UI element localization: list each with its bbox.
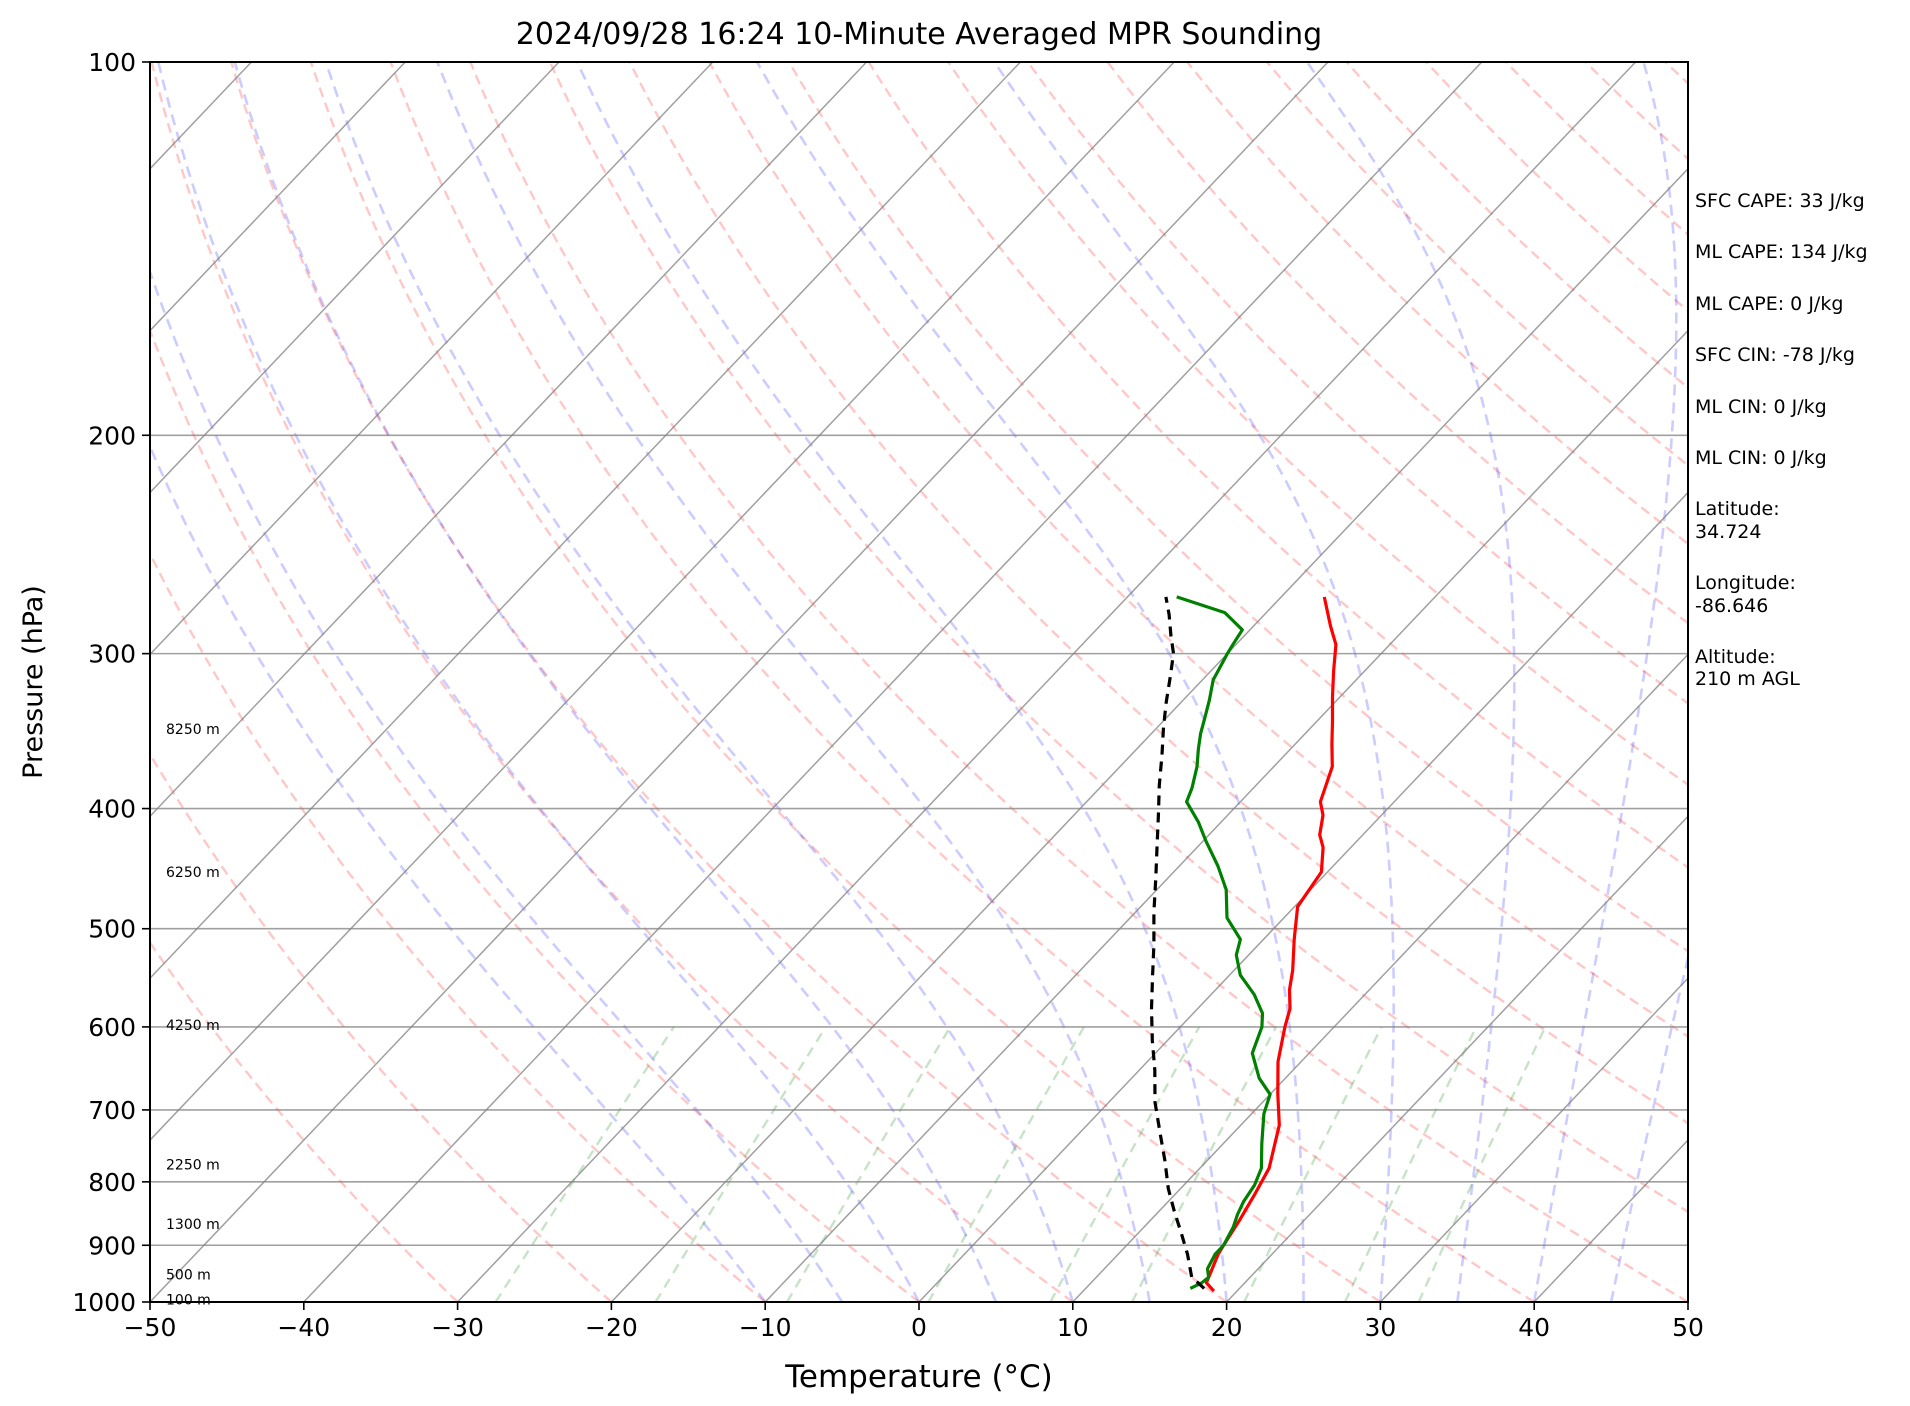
moist-adiabat — [1532, 62, 1678, 1302]
x-tick-label: −10 — [739, 1313, 792, 1342]
x-axis-label: Temperature (°C) — [784, 1359, 1053, 1395]
height-label: 100 m — [166, 1292, 211, 1308]
mixing-ratio-line — [1343, 1026, 1478, 1302]
isotherm-line — [918, 491, 1688, 1302]
moist-adiabat — [1305, 62, 1516, 1302]
moist-adiabat — [755, 62, 1305, 1302]
height-label: 500 m — [166, 1267, 211, 1283]
dry-adiabat — [150, 551, 766, 1302]
dry-adiabat — [947, 62, 1688, 787]
mixing-ratio-line — [1049, 1026, 1201, 1302]
dry-adiabat — [230, 62, 1228, 1302]
x-axis-ticks: −50 −40 −30 −20 −10 0 10 20 30 40 50 — [124, 1302, 1704, 1342]
moist-adiabat — [150, 267, 844, 1302]
isotherm-line — [150, 62, 406, 332]
isotherm-line — [457, 62, 1637, 1302]
x-tick-label: 50 — [1672, 1313, 1704, 1342]
dry-adiabat — [150, 62, 1074, 1302]
dry-adiabat — [309, 62, 1382, 1302]
y-tick-label: 600 — [88, 1013, 136, 1042]
x-tick-label: −50 — [124, 1313, 177, 1342]
x-tick-label: 0 — [911, 1313, 927, 1342]
mixing-ratio-line — [1417, 1026, 1547, 1302]
x-tick-label: 40 — [1518, 1313, 1550, 1342]
dry-adiabat — [150, 751, 613, 1302]
x-tick-label: −20 — [585, 1313, 638, 1342]
y-tick-label: 800 — [88, 1168, 136, 1197]
longitude-text: Longitude: -86.646 — [1695, 572, 1796, 617]
latitude-text: Latitude: 34.724 — [1695, 498, 1780, 543]
moist-adiabat — [1609, 952, 1688, 1302]
y-tick-label: 300 — [88, 640, 136, 669]
ml-cape-text: ML CAPE: 134 J/kg — [1695, 241, 1868, 264]
y-axis-ticks: 100 200 300 400 500 600 700 800 900 1000 — [72, 48, 150, 1317]
dry-adiabat — [150, 327, 920, 1302]
moist-adiabat — [436, 62, 1151, 1302]
mixing-ratio-line — [654, 1026, 827, 1302]
y-tick-label: 400 — [88, 795, 136, 824]
x-tick-label: 20 — [1211, 1313, 1243, 1342]
y-tick-label: 1000 — [72, 1288, 136, 1317]
x-tick-label: 30 — [1364, 1313, 1396, 1342]
isotherm-line — [303, 62, 1483, 1302]
isotherm-line — [764, 329, 1688, 1302]
height-label: 4250 m — [166, 1018, 220, 1034]
isotherm-line — [150, 62, 714, 656]
isotherm-line — [610, 167, 1688, 1302]
sfc-cape-text: SFC CAPE: 33 J/kg — [1695, 190, 1865, 212]
dry-adiabat — [1026, 62, 1688, 705]
isotherm-line — [150, 62, 1175, 1142]
dry-adiabat — [469, 62, 1688, 1302]
plot-frame — [149, 61, 1689, 1303]
y-axis-label: Pressure (hPa) — [18, 585, 49, 779]
mixing-ratio-line — [1131, 1026, 1278, 1302]
grid-lines — [150, 62, 1688, 1302]
height-label: 8250 m — [166, 722, 220, 738]
temperature-line — [1204, 596, 1338, 1293]
x-tick-label: 10 — [1057, 1313, 1089, 1342]
moist-adiabat — [324, 62, 1075, 1302]
x-tick-label: −40 — [277, 1313, 330, 1342]
moist-adiabat — [576, 62, 1228, 1302]
x-tick-label: −30 — [431, 1313, 484, 1342]
ml-cape-text: ML CAPE: 0 J/kg — [1695, 292, 1844, 315]
dry-adiabat — [548, 62, 1688, 1214]
ml-cin-text: ML CIN: 0 J/kg — [1695, 395, 1827, 418]
sounding-parameters-panel: SFC CAPE: 33 J/kg ML CAPE: 134 J/kg ML C… — [1695, 190, 1905, 720]
isotherm-line — [150, 62, 1021, 980]
moist-adiabat — [150, 443, 767, 1302]
moist-adiabat — [157, 62, 921, 1302]
isotherm-line — [150, 62, 1329, 1302]
height-label: 2250 m — [166, 1158, 220, 1174]
dry-adiabat — [389, 62, 1535, 1302]
parcel-profile-line — [1149, 596, 1206, 1290]
y-tick-label: 700 — [88, 1096, 136, 1125]
dry-adiabat — [628, 62, 1688, 1125]
background-lines — [150, 62, 1688, 1302]
dry-adiabat — [787, 62, 1688, 953]
mixing-ratio-line — [494, 1026, 675, 1302]
dewpoint-line — [1176, 595, 1272, 1290]
height-label: 6250 m — [166, 865, 220, 881]
y-tick-label: 100 — [88, 48, 136, 77]
chart-title: 2024/09/28 16:24 10-Minute Averaged MPR … — [516, 17, 1322, 52]
height-label: 1300 m — [166, 1217, 220, 1233]
altitude-text: Altitude: 210 m AGL — [1695, 646, 1800, 691]
moist-adiabat — [233, 62, 998, 1302]
isotherm-line — [1226, 815, 1688, 1302]
y-tick-label: 200 — [88, 421, 136, 450]
sounding-series — [1149, 595, 1338, 1293]
ml-cin-text: ML CIN: 0 J/kg — [1695, 447, 1827, 470]
isotherm-line — [150, 62, 560, 494]
y-tick-label: 900 — [88, 1231, 136, 1260]
y-tick-label: 500 — [88, 915, 136, 944]
sfc-cin-text: SFC CIN: -78 J/kg — [1695, 344, 1855, 367]
isotherm-line — [150, 62, 868, 818]
height-labels: 100 m 500 m 1300 m 2250 m 4250 m 6250 m 8250 m — [166, 722, 220, 1308]
isotherm-line — [1379, 977, 1688, 1302]
